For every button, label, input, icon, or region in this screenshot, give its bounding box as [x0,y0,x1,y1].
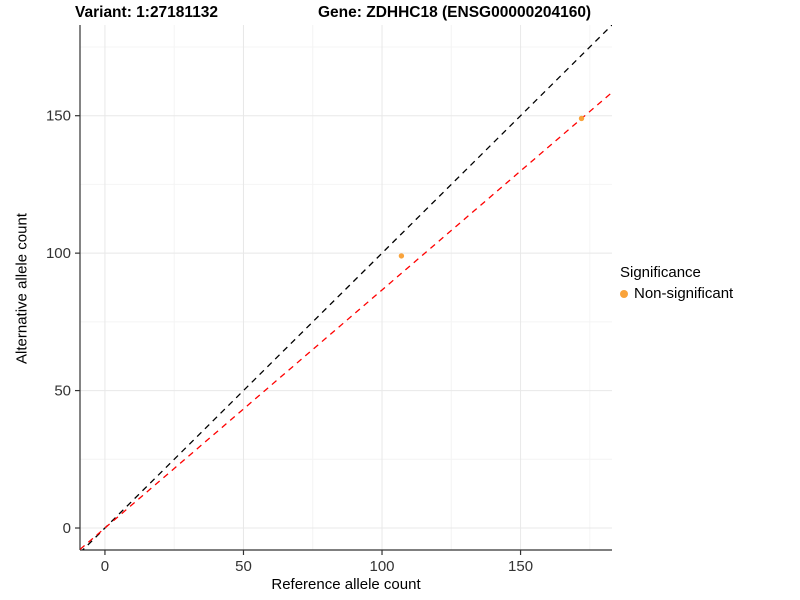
legend-title: Significance [620,264,701,281]
identity-line [81,25,612,550]
fit-line [80,91,612,550]
gene-title: Gene: ZDHHC18 (ENSG00000204160) [318,4,592,21]
legend-entry-label: Non-significant [634,285,734,302]
legend-entry: Non-significant [620,285,733,302]
legend-entries: Non-significant [620,285,733,302]
x-axis-label: Reference allele count [271,576,421,593]
variant-title: Variant: 1:27181132 [75,4,219,21]
data-point [398,253,405,259]
y-tick-label: 50 [54,383,71,400]
plot-panel [80,25,612,550]
x-tick-label: 50 [235,558,252,575]
x-tick-label: 150 [508,558,533,575]
y-tick-label: 100 [46,245,71,262]
legend-point-icon [620,289,628,298]
y-tick-label: 0 [63,520,71,537]
data-point [578,115,585,122]
legend: Significance Non-significant [620,264,733,302]
x-tick-label: 100 [370,558,395,575]
x-tick-label: 0 [101,558,109,575]
y-tick-label: 150 [46,108,71,125]
